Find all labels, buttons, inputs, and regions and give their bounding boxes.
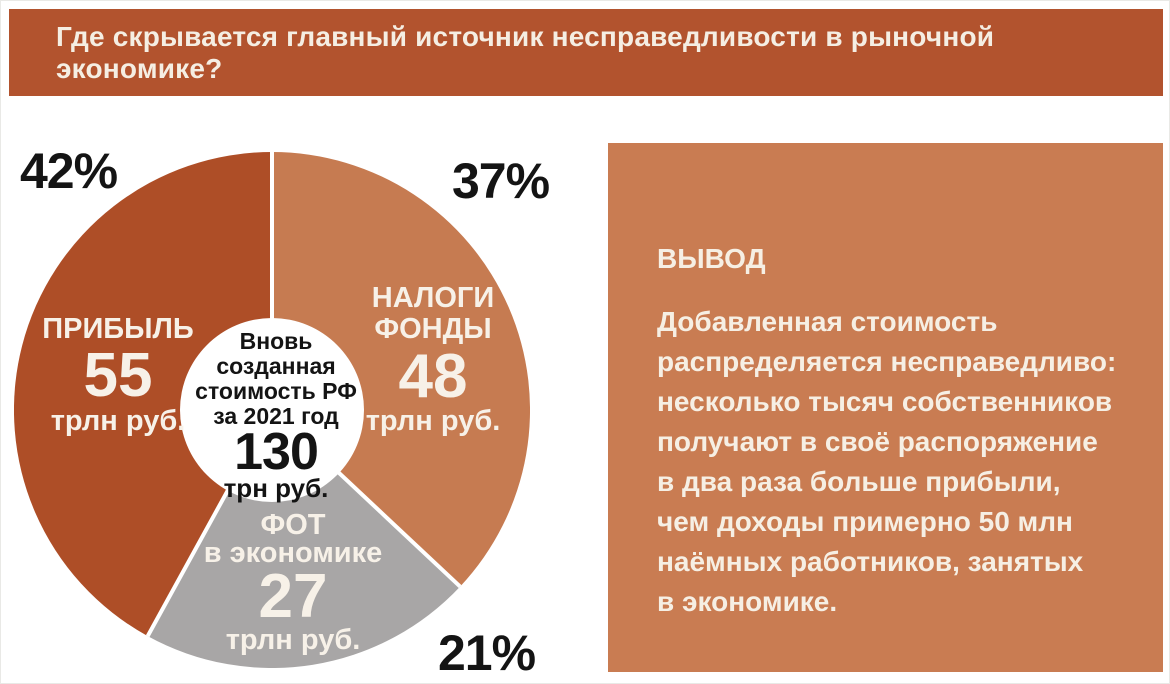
center-line1: Вновь [239, 328, 313, 354]
slice-unit: трлн руб. [225, 624, 361, 656]
percent-label-fot: 21% [438, 625, 536, 681]
slice-title-line1: ФОТ [260, 509, 326, 541]
slice-unit: трлн руб. [50, 405, 186, 437]
slice-value: 48 [398, 342, 468, 411]
pie-chart-svg [14, 152, 530, 668]
donut-center-label: Вновь созданная стоимость РФ за 2021 год… [195, 329, 357, 502]
slice-label-fot: ФОТ в экономике 27 трлн руб. [204, 511, 383, 656]
slice-value: 27 [258, 562, 328, 631]
conclusion-line: Добавленная стоимость [657, 306, 998, 337]
conclusion-line: в два раза больше прибыли, [657, 466, 1061, 497]
header-banner: Где скрывается главный источник несправе… [9, 9, 1163, 96]
percent-label-taxes: 37% [452, 153, 550, 209]
slice-title-line2: в экономике [203, 537, 383, 569]
slice-label-profit: ПРИБЫЛЬ 55 трлн руб. [42, 314, 193, 437]
pie-slice-profit [14, 152, 272, 637]
slice-title-line1: НАЛОГИ [371, 282, 495, 314]
slice-value: 55 [83, 341, 153, 410]
percent-label-profit: 42% [20, 143, 118, 199]
conclusion-line: наёмных работников, занятых [657, 546, 1084, 577]
center-total-unit: трн руб. [223, 473, 329, 503]
conclusion-line: несколько тысяч собственников [657, 386, 1113, 417]
conclusion-line: чем доходы примерно 50 млн [657, 506, 1073, 537]
slice-unit: трлн руб. [365, 405, 501, 437]
donut-hole [180, 318, 364, 502]
center-line4: за 2021 год [213, 403, 339, 429]
conclusion-line: в экономике. [657, 586, 838, 617]
pie-slice-fot [147, 410, 461, 668]
slice-label-taxes: НАЛОГИ ФОНДЫ 48 трлн руб. [366, 283, 501, 437]
center-line3: стоимость РФ [195, 378, 357, 404]
pie-slice-taxes [272, 152, 530, 587]
center-line2: созданная [216, 353, 336, 379]
slice-title: ПРИБЫЛЬ [42, 313, 194, 345]
conclusion-body: Добавленная стоимость распределяется нес… [657, 302, 1133, 622]
center-total-value: 130 [234, 423, 319, 481]
page-title: Где скрывается главный источник несправе… [56, 20, 995, 84]
pie-chart [14, 152, 530, 668]
slice-title-line2: ФОНДЫ [374, 313, 492, 345]
conclusion-line: распределяется несправедливо: [657, 346, 1117, 377]
conclusion-panel: ВЫВОД Добавленная стоимость распределяет… [608, 143, 1163, 672]
conclusion-line: получают в своё распоряжение [657, 426, 1098, 457]
conclusion-heading: ВЫВОД [657, 243, 766, 274]
